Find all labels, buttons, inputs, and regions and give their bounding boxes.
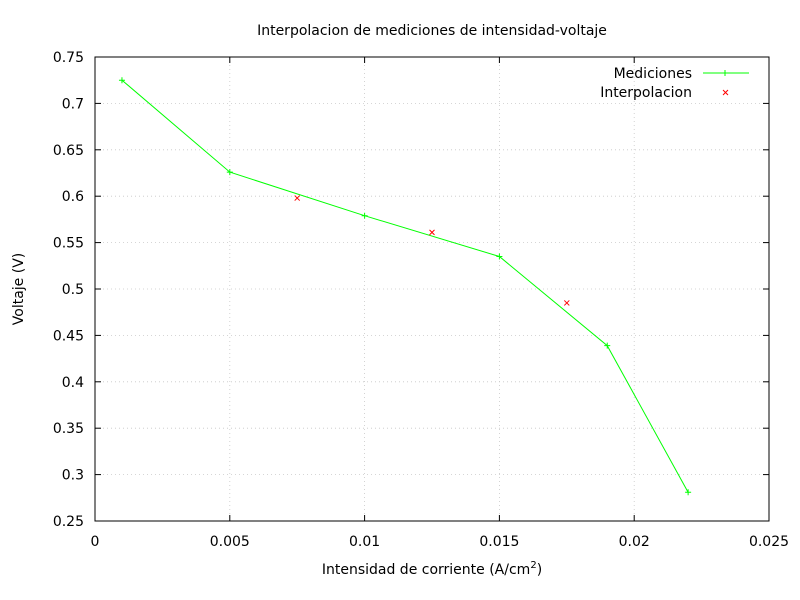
y-axis-label: Voltaje (V) bbox=[11, 253, 27, 325]
data-point-mediciones bbox=[496, 253, 503, 260]
y-tick-label: 0.25 bbox=[53, 514, 84, 530]
data-point-interpolacion bbox=[294, 195, 301, 201]
x-axis-label-suffix: ) bbox=[537, 562, 542, 578]
data-point-interpolacion bbox=[429, 229, 435, 236]
data-point-mediciones bbox=[361, 212, 368, 219]
x-tick-label: 0.015 bbox=[479, 534, 519, 550]
data-point-mediciones bbox=[226, 169, 233, 176]
legend-label-mediciones: Mediciones bbox=[614, 66, 692, 82]
x-tick-label: 0.02 bbox=[619, 534, 650, 550]
y-tick-label: 0.5 bbox=[62, 282, 84, 298]
y-tick-label: 0.6 bbox=[62, 189, 84, 205]
grid bbox=[95, 57, 769, 521]
y-tick-label: 0.45 bbox=[53, 328, 84, 344]
legend: Mediciones Interpolacion bbox=[600, 66, 749, 101]
x-tick-labels: 0 0.005 0.01 0.015 0.02 0.025 bbox=[91, 534, 790, 550]
y-tick-label: 0.7 bbox=[62, 96, 84, 112]
series-line-mediciones bbox=[121, 79, 689, 493]
y-tick-label: 0.75 bbox=[53, 50, 84, 66]
legend-label-interpolacion: Interpolacion bbox=[600, 85, 692, 101]
data-point-mediciones bbox=[685, 489, 692, 496]
y-tick-label: 0.35 bbox=[53, 421, 84, 437]
chart-title: Interpolacion de mediciones de intensida… bbox=[257, 23, 607, 39]
legend-marker-mediciones bbox=[722, 70, 728, 76]
y-tick-label: 0.65 bbox=[53, 143, 84, 159]
data-point-mediciones bbox=[604, 342, 611, 349]
y-tick-label: 0.3 bbox=[62, 468, 84, 484]
y-tick-labels: 0.25 0.3 0.35 0.4 0.45 0.5 0.55 0.6 0.65 0.7 0.75 bbox=[53, 50, 84, 530]
axis-ticks bbox=[94, 56, 770, 522]
x-tick-label: 0.005 bbox=[210, 534, 250, 550]
y-tick-label: 0.55 bbox=[53, 236, 84, 252]
x-axis-label: Intensidad de corriente (A/cm2) bbox=[322, 560, 542, 578]
data-point-mediciones bbox=[118, 77, 125, 84]
x-axis-label-superscript: 2 bbox=[530, 560, 536, 571]
legend-marker-interpolacion bbox=[722, 89, 729, 96]
x-tick-label: 0.025 bbox=[749, 534, 789, 550]
data-point-interpolacion bbox=[563, 300, 570, 306]
series bbox=[118, 77, 692, 496]
y-tick-label: 0.4 bbox=[62, 375, 84, 391]
x-tick-label: 0 bbox=[91, 534, 100, 550]
x-axis-label-main: Intensidad de corriente (A/cm bbox=[322, 562, 530, 578]
x-tick-label: 0.01 bbox=[349, 534, 380, 550]
